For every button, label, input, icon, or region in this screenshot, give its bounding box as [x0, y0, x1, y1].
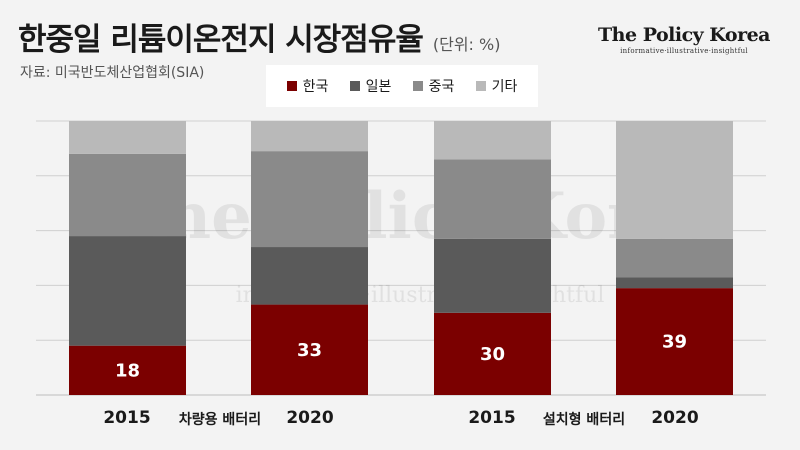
legend: 한국 일본 중국 기타: [266, 65, 538, 107]
data-label: 18: [115, 360, 140, 381]
bar-segment-일본: [434, 238, 551, 313]
data-label: 39: [662, 332, 687, 353]
x-axis-labels: 2015 2020 2015 2020 차량용 배터리 설치형 배터리: [103, 408, 698, 428]
legend-label: 일본: [365, 79, 392, 95]
bar-segment-기타: [69, 121, 186, 154]
legend-label: 기타: [491, 79, 518, 95]
brand-logo: The Policy Korea informative·illustrativ…: [598, 24, 770, 55]
legend-item: 일본: [349, 76, 392, 96]
x-tick-label: 2020: [651, 408, 698, 428]
bar-segment-한국: [251, 304, 368, 395]
x-tick-label: 2015: [103, 408, 150, 428]
legend-swatch: [412, 81, 423, 91]
bar-segment-한국: [434, 312, 551, 395]
brand-name: The Policy Korea: [598, 24, 770, 46]
bar-segment-일본: [616, 277, 733, 289]
data-labels: 18 33 30 39: [115, 332, 687, 382]
legend-label: 한국: [302, 79, 329, 95]
page-title: 한중일 리튬이온전지 시장점유율: [18, 22, 424, 58]
bar-segment-기타: [616, 121, 733, 239]
x-tick-label: 2015: [468, 408, 515, 428]
legend-swatch: [286, 81, 297, 91]
header: 한중일 리튬이온전지 시장점유율 (단위: %): [18, 14, 500, 59]
bar-segment-한국: [616, 288, 733, 395]
x-tick-label: 2020: [286, 408, 333, 428]
bar-segment-일본: [251, 247, 368, 305]
legend-label: 중국: [428, 79, 455, 95]
bar-segment-중국: [616, 238, 733, 278]
bar-segment-중국: [69, 153, 186, 237]
legend-item: 기타: [475, 76, 518, 96]
legend-item: 한국: [286, 76, 329, 96]
legend-item: 중국: [412, 76, 455, 96]
bar-segment-한국: [69, 345, 186, 395]
bar-segment-중국: [251, 151, 368, 248]
bar-segment-기타: [434, 121, 551, 160]
group-label: 차량용 배터리: [179, 412, 261, 428]
legend-swatch: [475, 81, 486, 91]
legend-swatch: [349, 81, 360, 91]
bars: [69, 121, 733, 395]
bar-segment-중국: [434, 159, 551, 239]
brand-tagline: informative·illustrative·insightful: [620, 47, 748, 55]
bar-segment-일본: [69, 236, 186, 346]
data-label: 33: [297, 340, 322, 361]
data-label: 30: [480, 344, 505, 365]
bar-segment-기타: [251, 121, 368, 152]
source-note: 자료: 미국반도체산업협회(SIA): [20, 65, 205, 81]
unit-label: (단위: %): [432, 35, 501, 54]
group-label: 설치형 배터리: [543, 411, 625, 428]
